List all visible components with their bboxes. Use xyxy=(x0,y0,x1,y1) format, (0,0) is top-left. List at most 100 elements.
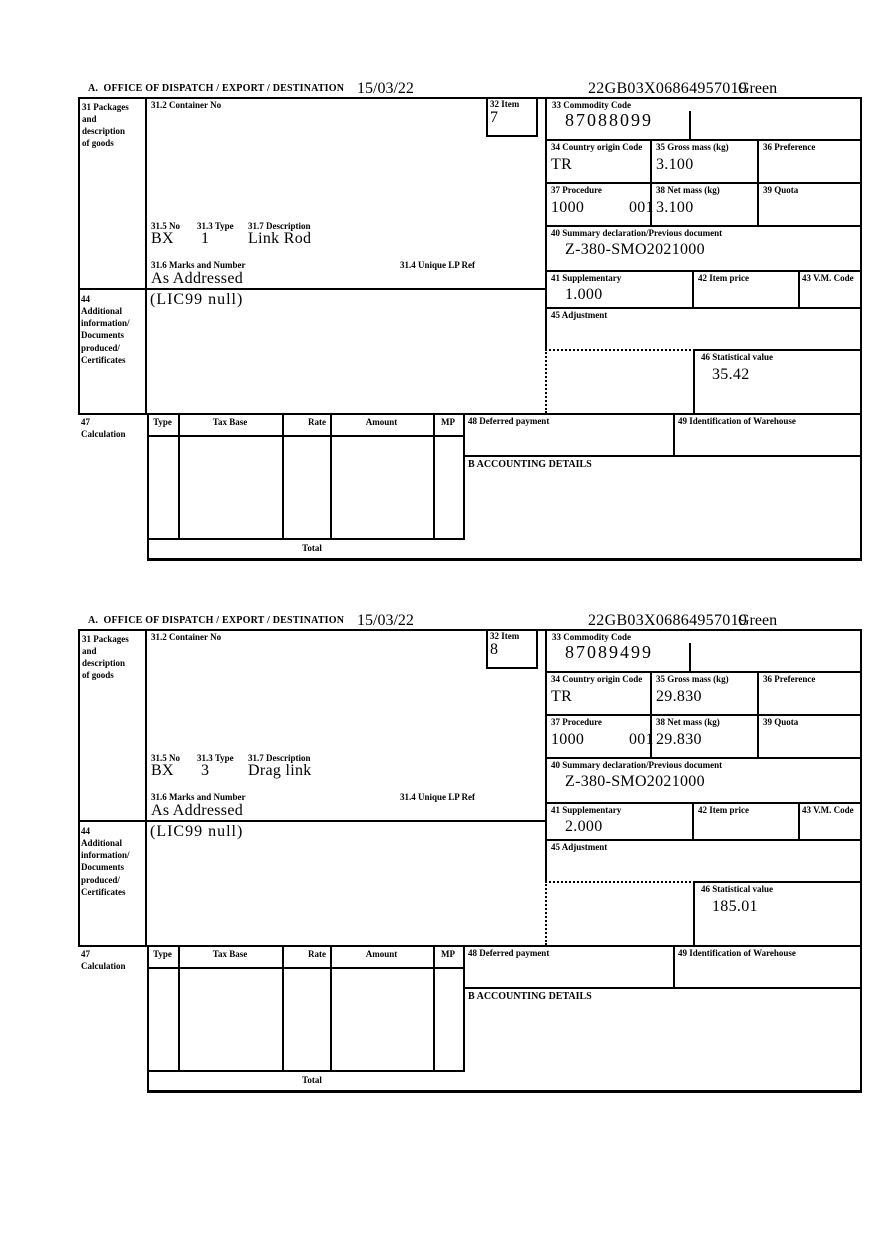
divider-line xyxy=(693,881,695,945)
divider-line xyxy=(692,270,694,307)
box31-5-no-label: 31.5 No xyxy=(151,753,180,763)
box31-2-container-no-label: 31.2 Container No xyxy=(151,632,222,642)
box32-item-label: 32 Item xyxy=(490,99,520,109)
divider-line xyxy=(463,413,465,538)
box32-item-label: 32 Item xyxy=(490,631,520,641)
box49-warehouse-label: 49 Identification of Warehouse xyxy=(678,948,796,958)
divider-line xyxy=(545,97,547,349)
procedure-code-2-value: 001 xyxy=(629,199,654,216)
section-bottom-border xyxy=(147,1090,862,1093)
procedure-code-value: 1000 xyxy=(551,731,585,748)
divider-line xyxy=(673,945,675,987)
divider-line xyxy=(545,629,547,881)
calc-header-amount: Amount xyxy=(365,417,398,427)
packages-type-value: 1 xyxy=(201,230,210,247)
divider-line xyxy=(536,629,538,669)
left-border xyxy=(78,629,80,945)
divider-line xyxy=(757,671,759,757)
divider-line xyxy=(798,270,800,307)
routing-status: Green xyxy=(738,80,778,97)
box37-procedure-label: 37 Procedure xyxy=(551,185,602,195)
divider-line xyxy=(486,667,538,669)
box48-deferred-payment-label: 48 Deferred payment xyxy=(468,948,550,958)
divider-line xyxy=(692,802,694,839)
dotted-divider-line xyxy=(545,349,547,413)
calc-header-tax-base: Tax Base xyxy=(212,949,248,959)
country-origin-value: TR xyxy=(551,156,573,173)
box31-packages-label: 31 Packages and description of goods xyxy=(82,102,129,149)
divider-line xyxy=(147,967,465,969)
section-header: A. OFFICE OF DISPATCH / EXPORT / DESTINA… xyxy=(78,80,862,97)
box43-vm-code-label: 43 V.M. Code xyxy=(802,273,854,283)
additional-information-value: (LIC99 null) xyxy=(150,823,244,840)
divider-line xyxy=(147,945,149,1090)
previous-document-value: Z-380-SMO2021000 xyxy=(565,773,705,790)
marks-and-numbers-value: As Addressed xyxy=(151,802,244,819)
dotted-divider-line xyxy=(545,881,695,883)
box-a-office-of-dispatch-label: A. OFFICE OF DISPATCH / EXPORT / DESTINA… xyxy=(88,83,345,94)
left-border xyxy=(78,97,80,413)
declaration-item-section: A. OFFICE OF DISPATCH / EXPORT / DESTINA… xyxy=(78,612,862,1094)
divider-line xyxy=(693,349,695,413)
box31-6-marks-label: 31.6 Marks and Number xyxy=(151,260,246,270)
divider-line xyxy=(545,714,862,716)
divider-line xyxy=(545,225,862,227)
box-a-office-of-dispatch-label: A. OFFICE OF DISPATCH / EXPORT / DESTINA… xyxy=(88,615,345,626)
supplementary-units-value: 2.000 xyxy=(565,818,603,835)
divider-line xyxy=(693,349,862,351)
box41-supplementary-label: 41 Supplementary xyxy=(551,273,622,283)
item-number-value: 8 xyxy=(490,641,499,658)
box31-2-container-no-label: 31.2 Container No xyxy=(151,100,222,110)
section-header: A. OFFICE OF DISPATCH / EXPORT / DESTINA… xyxy=(78,612,862,629)
divider-line xyxy=(545,757,862,759)
box46-statistical-value-label: 46 Statistical value xyxy=(701,884,773,894)
gross-mass-value: 29.830 xyxy=(656,688,702,705)
divider-line xyxy=(147,1070,465,1072)
divider-line xyxy=(486,97,488,135)
box38-net-mass-label: 38 Net mass (kg) xyxy=(656,185,720,195)
divider-line xyxy=(147,413,149,558)
divider-line xyxy=(147,435,465,437)
box43-vm-code-label: 43 V.M. Code xyxy=(802,805,854,815)
box31-packages-label: 31 Packages and description of goods xyxy=(82,634,129,681)
goods-description-value: Drag link xyxy=(248,762,312,779)
box31-5-no-label: 31.5 No xyxy=(151,221,180,231)
divider-line xyxy=(545,307,862,309)
section-bottom-border xyxy=(147,558,862,561)
divider-line xyxy=(463,987,862,989)
box48-deferred-payment-label: 48 Deferred payment xyxy=(468,416,550,426)
divider-line xyxy=(78,820,547,822)
box44-additional-info-label: 44 Additional information/ Documents pro… xyxy=(81,826,130,897)
box40-previous-document-label: 40 Summary declaration/Previous document xyxy=(551,228,723,238)
declaration-form-grid: 31 Packages and description of goods 31.… xyxy=(78,629,862,1094)
packages-type-value: 3 xyxy=(201,762,210,779)
procedure-code-value: 1000 xyxy=(551,199,585,216)
box31-3-type-label: 31.3 Type xyxy=(197,221,234,231)
divider-line xyxy=(330,413,332,538)
box36-preference-label: 36 Preference xyxy=(763,142,816,152)
box31-6-marks-label: 31.6 Marks and Number xyxy=(151,792,246,802)
divider-line xyxy=(545,270,862,272)
divider-line xyxy=(178,945,180,1070)
commodity-code-tick-line xyxy=(689,643,691,671)
divider-line xyxy=(78,288,547,290)
box44-additional-info-label: 44 Additional information/ Documents pro… xyxy=(81,294,130,365)
divider-line xyxy=(282,413,284,538)
calc-header-type: Type xyxy=(153,949,172,959)
divider-line xyxy=(282,945,284,1070)
commodity-code-tick-line xyxy=(689,111,691,139)
acceptance-date: 15/03/22 xyxy=(357,612,414,629)
movement-reference-number: 22GB03X06864957019 xyxy=(588,80,748,97)
commodity-code-value: 87088099 xyxy=(565,110,653,130)
calc-header-tax-base: Tax Base xyxy=(212,417,248,427)
commodity-code-value: 87089499 xyxy=(565,642,653,662)
box35-gross-mass-label: 35 Gross mass (kg) xyxy=(656,674,729,684)
packages-no-value: BX xyxy=(151,230,174,247)
divider-line xyxy=(433,945,435,1070)
routing-status: Green xyxy=(738,612,778,629)
dotted-divider-line xyxy=(545,349,695,351)
divider-line xyxy=(545,671,862,673)
box33-commodity-code-label: 33 Commodity Code xyxy=(552,632,631,642)
country-origin-value: TR xyxy=(551,688,573,705)
right-border xyxy=(860,97,862,558)
